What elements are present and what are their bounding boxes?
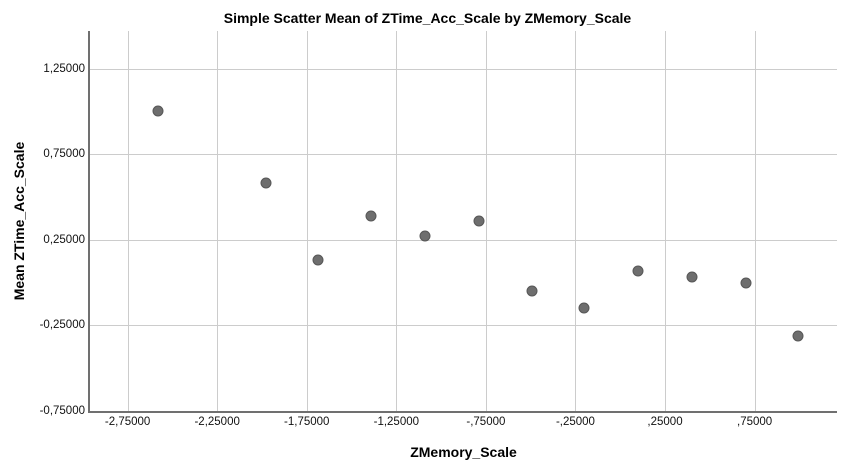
y-tick-label: 0,75000 [43, 148, 85, 161]
vertical-gridline [485, 31, 487, 411]
horizontal-gridline [90, 325, 837, 327]
x-tick-label: -,25000 [555, 416, 595, 428]
x-tick-label: -1,75000 [284, 416, 330, 428]
chart-title: Simple Scatter Mean of ZTime_Acc_Scale b… [223, 10, 632, 26]
horizontal-gridline [90, 68, 837, 70]
y-axis-line [88, 31, 90, 411]
vertical-gridline [217, 31, 219, 411]
data-point [312, 254, 323, 266]
data-point [365, 210, 377, 222]
x-axis-title: ZMemory_Scale [410, 444, 517, 460]
x-axis-line [88, 411, 837, 413]
x-tick-label: -,75000 [466, 416, 506, 428]
x-tick-label: -2,75000 [104, 416, 151, 428]
data-point [526, 285, 538, 297]
vertical-gridline [396, 31, 398, 411]
vertical-gridline [754, 31, 756, 411]
horizontal-gridline [90, 154, 837, 156]
data-point [686, 271, 698, 283]
y-tick-label: -0,25000 [39, 319, 85, 332]
vertical-gridline [575, 31, 577, 411]
x-tick-label: ,75000 [737, 416, 773, 428]
vertical-gridline [127, 31, 129, 411]
vertical-gridline [306, 31, 308, 411]
data-point [792, 330, 804, 342]
data-point [632, 265, 644, 277]
horizontal-gridline [90, 239, 837, 241]
y-tick-label: 0,25000 [43, 233, 85, 246]
data-point [578, 302, 590, 314]
y-tick-label: 1,25000 [43, 62, 85, 75]
data-point [152, 105, 164, 117]
x-tick-labels: -2,75000 -2,25000 -1,75000 -1,25000 -,75000 -… [90, 416, 837, 432]
y-tick-label: -0,75000 [39, 405, 85, 417]
vertical-gridline [665, 31, 667, 411]
data-point [473, 215, 485, 227]
y-tick-labels: 1,25000 0,75000 0,25000 -0,25000 -0,75000 [0, 31, 85, 417]
x-tick-label: ,25000 [647, 416, 683, 428]
data-point [419, 230, 431, 242]
x-tick-label: -2,25000 [194, 416, 240, 428]
plot-area [88, 31, 837, 413]
data-point [260, 177, 272, 189]
x-tick-label: -1,25000 [373, 416, 420, 428]
data-point [740, 277, 752, 289]
